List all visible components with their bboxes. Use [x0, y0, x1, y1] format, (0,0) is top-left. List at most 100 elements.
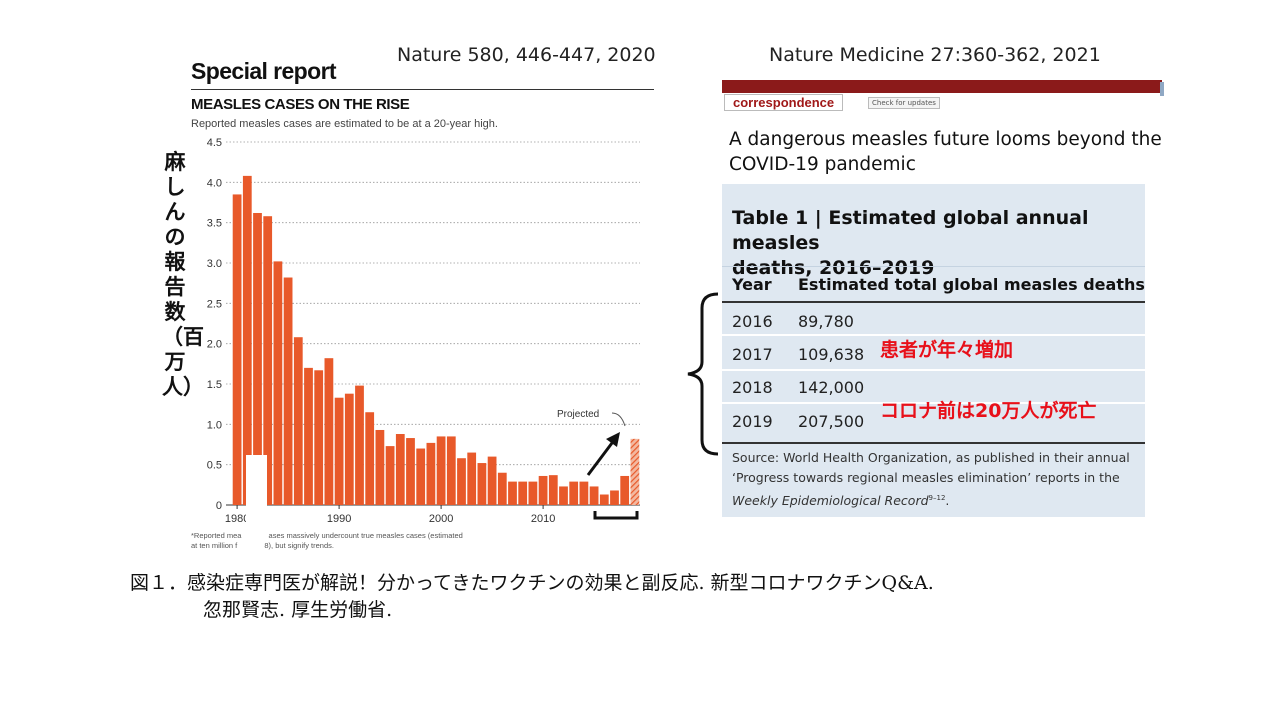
article-title: A dangerous measles future looms beyond … [729, 127, 1162, 177]
bar [314, 370, 324, 505]
image-occlusion [246, 455, 267, 529]
bar [528, 481, 538, 505]
bar [426, 442, 436, 505]
bar [232, 194, 242, 505]
recent-years-bracket [593, 511, 639, 520]
x-tick-label: 1990 [327, 513, 351, 525]
bar-projected [630, 438, 640, 505]
bar [324, 358, 334, 505]
table-bottom-rule [722, 442, 1145, 444]
projected-label: Projected [557, 409, 599, 420]
source-line1: Source: World Health Organization, as pu… [732, 450, 1130, 465]
title-rule [191, 89, 654, 90]
row-divider [722, 369, 1145, 371]
annotation-deaths: コロナ前は20万人が死亡 [880, 400, 1097, 422]
chart-note: Reported measles cases are estimated to … [191, 118, 498, 130]
journal-header-bar [722, 80, 1162, 93]
table-title: Table 1 | Estimated global annual measle… [732, 206, 1145, 281]
curly-brace [687, 292, 719, 456]
chart-subhead: MEASLES CASES ON THE RISE [191, 96, 410, 113]
footnote-line1: *Reported mea ases massively undercount … [191, 531, 463, 540]
bar [559, 486, 568, 505]
y-tick-label: 2.0 [207, 339, 222, 351]
chart-footnote: *Reported mea ases massively undercount … [191, 531, 463, 551]
source-journal: Weekly Epidemiological Record [732, 493, 929, 509]
bar [304, 367, 313, 505]
bar [283, 277, 293, 505]
row-divider [722, 402, 1145, 404]
bar [518, 481, 528, 505]
bar [416, 448, 426, 505]
header-bar-edge [1160, 82, 1164, 96]
bar [508, 481, 517, 505]
bar [446, 436, 456, 505]
row-2019-deaths: 207,500 [798, 412, 865, 431]
projected-annotation: Projected [557, 409, 626, 427]
row-2017-year: 2017 [732, 345, 773, 364]
caption-line1: 図１．感染症専門医が解説！分かってきたワクチンの効果と副反応. 新型コロナワクチ… [130, 572, 934, 594]
bar [395, 434, 405, 505]
table-source: Source: World Health Organization, as pu… [732, 448, 1142, 511]
row-2019-year: 2019 [732, 412, 773, 431]
x-tick-label: 2000 [429, 513, 453, 525]
y-tick-label: 3.5 [207, 218, 222, 230]
bar [620, 475, 630, 505]
bar [273, 261, 283, 505]
bar [385, 446, 395, 505]
y-tick-label: 0 [216, 500, 222, 512]
figure-caption: 図１．感染症専門医が解説！分かってきたワクチンの効果と副反応. 新型コロナワクチ… [130, 570, 934, 624]
table-title-line1: Table 1 | Estimated global annual measle… [732, 207, 1089, 254]
title-divider [722, 266, 1145, 267]
bar [253, 212, 262, 505]
row-2017-deaths: 109,638 [798, 345, 865, 364]
col-header-year: Year [732, 275, 772, 294]
y-tick-label: 1.0 [207, 419, 222, 431]
col-header-deaths: Estimated total global measles deaths [798, 275, 1145, 294]
bar [242, 175, 252, 505]
bar [569, 481, 579, 505]
source-refs: 9–12 [928, 494, 946, 502]
bar [599, 494, 609, 505]
bar [355, 385, 364, 505]
table-title-line2: deaths, 2016–2019 [732, 257, 935, 279]
x-tick-label: 1980 [225, 513, 249, 525]
bar [538, 475, 548, 505]
x-tick-label: 2010 [531, 513, 555, 525]
row-2018-deaths: 142,000 [798, 378, 865, 397]
correspondence-tag: correspondence [724, 94, 844, 111]
bar [436, 436, 446, 505]
y-tick-label: 3.0 [207, 258, 222, 270]
bar [457, 458, 466, 505]
bar [487, 456, 497, 505]
row-2016-deaths: 89,780 [798, 312, 854, 331]
check-updates-badge[interactable]: Check for updates [868, 97, 940, 109]
article-title-line2: COVID-19 pandemic [729, 154, 916, 175]
row-2016-year: 2016 [732, 312, 773, 331]
measles-bar-chart: 0 0.5 1.0 1.5 2.0 2.5 3.0 3.5 4.0 4.5 1980 1990 200… [207, 137, 640, 525]
source-line2: ‘Progress towards regional measles elimi… [732, 470, 1120, 485]
row-2018-year: 2018 [732, 378, 773, 397]
bar [344, 393, 354, 505]
bar [293, 337, 303, 505]
section-title: Special report [191, 58, 337, 84]
bar [365, 412, 375, 505]
bar [467, 452, 477, 505]
footnote-line2: at ten million f 8), but signify trends. [191, 541, 334, 550]
trend-arrowhead [606, 432, 620, 447]
y-tick-label: 4.5 [207, 137, 222, 149]
deaths-table: Table 1 | Estimated global annual measle… [722, 184, 1145, 517]
bar [579, 481, 589, 505]
y-tick-label: 1.5 [207, 379, 222, 391]
bar [610, 490, 619, 505]
bar [477, 463, 487, 505]
citation-right: Nature Medicine 27:360-362, 2021 [769, 44, 1101, 66]
projected-leader [611, 412, 626, 427]
bar [263, 216, 273, 505]
trend-arrow [586, 438, 617, 476]
bar [375, 429, 385, 505]
article-title-line1: A dangerous measles future looms beyond … [729, 129, 1162, 150]
bar [334, 397, 344, 505]
citation-left: Nature 580, 446-447, 2020 [397, 44, 656, 66]
caption-line2: 忽那賢志. 厚生労働省. [203, 599, 393, 621]
y-axis-label-ja: 麻しんの報告数（百万人） [162, 150, 204, 399]
